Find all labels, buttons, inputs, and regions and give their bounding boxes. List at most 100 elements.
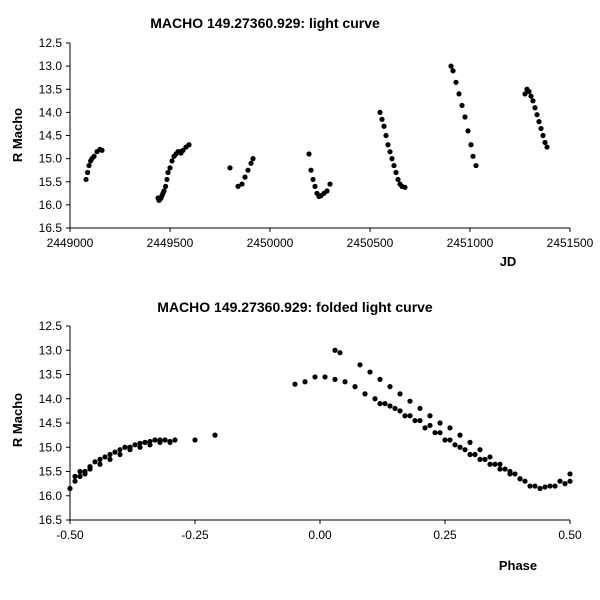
data-point [77, 468, 83, 475]
light-curve-xlabel: JD [500, 254, 517, 269]
data-point [377, 109, 383, 115]
data-point [147, 442, 153, 448]
data-point [91, 153, 97, 159]
data-point [402, 184, 408, 190]
data-point [212, 432, 218, 438]
data-point [447, 437, 453, 443]
x-tick-label: 0.25 [433, 528, 457, 542]
data-point [83, 176, 89, 183]
data-point [532, 105, 538, 111]
data-point [292, 381, 298, 387]
data-point [242, 174, 248, 180]
data-point [538, 125, 544, 132]
data-point [457, 444, 463, 450]
data-point [391, 162, 397, 169]
data-point [437, 430, 443, 436]
data-point [442, 437, 448, 443]
data-point [372, 396, 378, 402]
data-point [327, 181, 333, 187]
data-point [467, 439, 473, 445]
data-point [157, 439, 163, 445]
data-point [567, 471, 573, 477]
data-point [453, 79, 459, 85]
data-point [387, 384, 393, 390]
data-point [522, 478, 528, 484]
data-point [102, 454, 108, 460]
data-point [377, 376, 383, 382]
data-point [235, 183, 241, 189]
data-point [462, 447, 468, 453]
x-tick-label: 2451500 [547, 236, 594, 250]
data-point [167, 439, 173, 445]
data-point [72, 478, 78, 484]
data-point [412, 417, 418, 424]
data-point [164, 176, 170, 183]
data-point [530, 98, 536, 104]
x-tick-label: 2449500 [147, 236, 194, 250]
data-point [497, 461, 503, 467]
data-point [534, 112, 540, 118]
data-point [472, 451, 478, 458]
data-point [332, 376, 338, 382]
data-point [477, 447, 483, 453]
data-point [482, 456, 488, 462]
data-point [245, 167, 251, 173]
data-point [250, 156, 256, 162]
data-point [527, 483, 533, 489]
y-tick-label: 12.5 [39, 319, 63, 333]
data-point [447, 425, 453, 431]
data-point [497, 466, 503, 472]
data-point [87, 466, 93, 472]
data-point [167, 165, 173, 171]
data-point [381, 123, 387, 129]
data-point [82, 471, 88, 477]
data-point [502, 466, 508, 472]
x-tick-label: 2449000 [47, 236, 94, 250]
data-point [397, 408, 403, 414]
x-tick-label: 2450000 [247, 236, 294, 250]
data-point [107, 456, 113, 462]
data-point [99, 147, 105, 153]
folded-light-curve-chart: MACHO 149.27360.929: folded light curve … [10, 299, 582, 573]
light-curve-title: MACHO 149.27360.929: light curve [150, 15, 380, 31]
data-point [492, 461, 498, 467]
data-point [163, 183, 169, 189]
data-point [97, 456, 103, 462]
data-point [462, 114, 468, 120]
data-point [395, 176, 401, 183]
y-tick-label: 13.0 [39, 343, 63, 357]
y-tick-label: 15.5 [39, 175, 63, 189]
data-point [507, 471, 513, 477]
y-tick-label: 14.0 [39, 392, 63, 406]
x-tick-label: 2450500 [347, 236, 394, 250]
y-tick-label: 13.5 [39, 82, 63, 96]
data-point [465, 128, 471, 134]
light-curve-ylabel: R Macho [10, 108, 25, 162]
data-point [557, 478, 563, 484]
data-point [165, 169, 171, 176]
data-point [357, 362, 363, 368]
data-point [117, 451, 123, 458]
data-point [432, 430, 438, 436]
data-point [67, 485, 73, 492]
x-tick-label: -0.50 [56, 528, 84, 542]
data-point [544, 144, 550, 150]
data-point [352, 384, 358, 390]
x-tick-label: 0.50 [558, 528, 582, 542]
folded-light-curve-xlabel: Phase [499, 558, 537, 573]
data-point [377, 401, 383, 407]
data-point [448, 63, 454, 69]
x-tick-label: 2451000 [447, 236, 494, 250]
data-point [473, 162, 479, 169]
y-tick-label: 14.5 [39, 129, 63, 143]
y-tick-label: 14.5 [39, 416, 63, 430]
data-point [537, 485, 543, 492]
data-point [393, 169, 399, 176]
data-point [342, 379, 348, 385]
data-point [547, 483, 553, 489]
data-point [97, 461, 103, 467]
data-point [324, 188, 330, 194]
data-point [127, 447, 133, 453]
data-point [132, 442, 138, 448]
